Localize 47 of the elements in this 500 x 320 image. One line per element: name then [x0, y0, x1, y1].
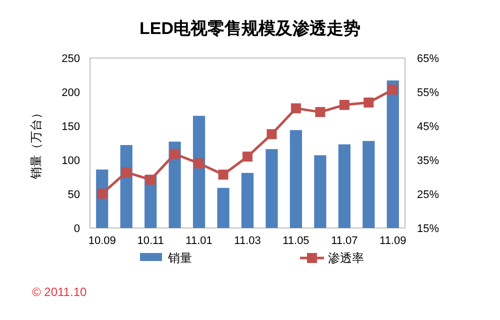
y2-tick-label: 15%: [417, 222, 440, 235]
bar: [192, 116, 206, 228]
y2-tick-label: 35%: [417, 154, 440, 167]
bar: [266, 149, 278, 228]
x-tick-label: 11.03: [234, 235, 261, 247]
y-tick-label: 250: [62, 52, 80, 65]
point: [194, 158, 204, 168]
point: [218, 170, 228, 180]
y-tick-label: 200: [62, 86, 80, 99]
legend-label: 销量: [167, 251, 192, 266]
bar: [217, 188, 230, 228]
x-tick-label: 11.05: [282, 235, 310, 247]
bar: [362, 140, 375, 228]
point: [290, 103, 301, 114]
point: [315, 107, 326, 118]
point: [339, 100, 350, 110]
y2-tick-label: 65%: [417, 52, 440, 65]
y-tick-label: 150: [62, 120, 80, 133]
y2-tick-label: 45%: [417, 120, 440, 133]
y-tick-label: 100: [62, 154, 80, 167]
x-tick-label: 10.09: [88, 235, 116, 247]
point: [170, 148, 180, 159]
point: [388, 84, 398, 95]
y-axis-title: 销量（万台）: [29, 107, 43, 180]
legend-label: 渗透率: [328, 251, 364, 266]
bar: [386, 80, 399, 228]
chart-title: LED电视零售规模及渗透走势: [140, 19, 360, 38]
point: [364, 98, 374, 108]
bar: [290, 130, 302, 228]
bar: [338, 144, 350, 228]
point: [242, 152, 252, 162]
x-tick-label: 11.07: [331, 235, 358, 247]
y-tick-label: 0: [74, 222, 80, 235]
y-tick-label: 50: [68, 188, 80, 201]
point: [266, 129, 277, 140]
x-tick-label: 10.11: [137, 235, 164, 247]
bar: [314, 155, 326, 228]
x-tick-label: 11.01: [186, 235, 212, 247]
bar: [120, 145, 132, 228]
y2-tick-label: 25%: [417, 188, 440, 201]
point: [146, 174, 156, 185]
text: © 2011.10: [32, 285, 87, 299]
bar: [241, 172, 254, 228]
x-tick-label: 11.09: [380, 235, 406, 247]
point: [121, 167, 132, 178]
y2-tick-label: 55%: [417, 86, 440, 99]
point: [97, 188, 108, 199]
